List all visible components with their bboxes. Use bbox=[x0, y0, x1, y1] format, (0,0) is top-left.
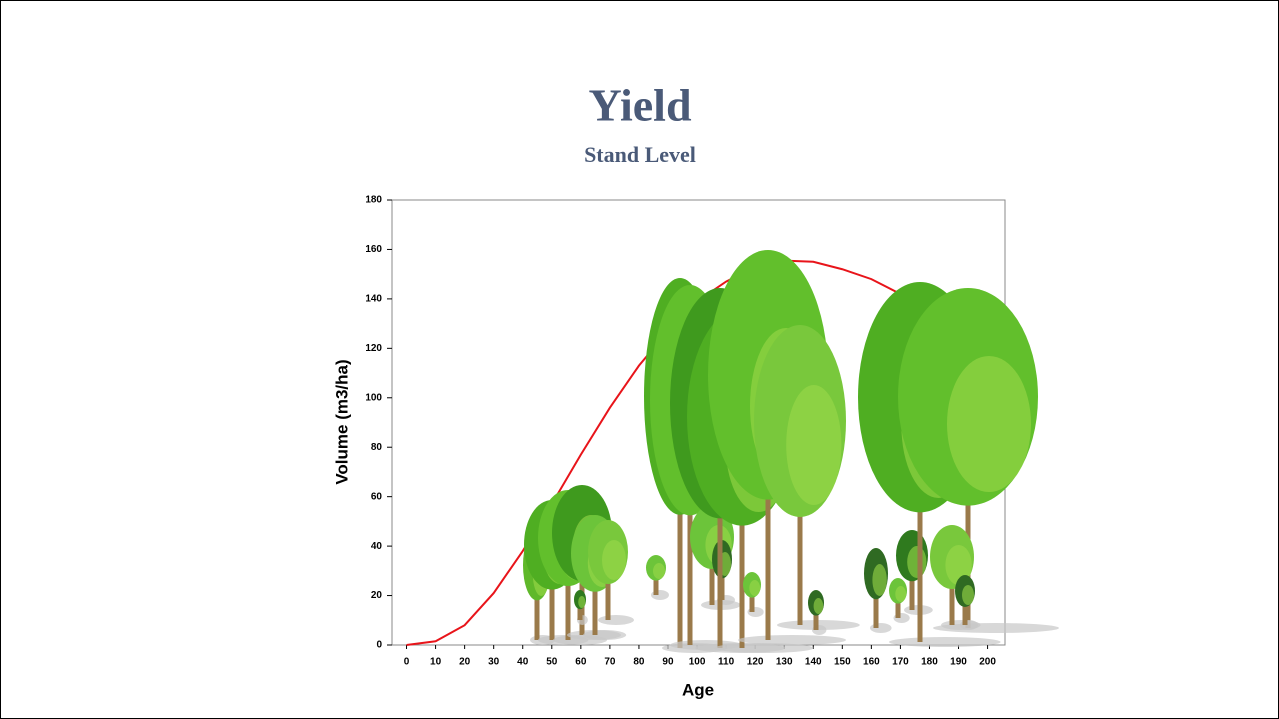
tree-shadow bbox=[738, 635, 846, 645]
tree-crown-highlight bbox=[814, 598, 824, 614]
x-tick-label: 180 bbox=[921, 657, 938, 668]
x-tick-label: 100 bbox=[689, 657, 706, 668]
x-tick-label: 10 bbox=[430, 657, 442, 668]
x-tick-label: 130 bbox=[776, 657, 793, 668]
tree-shadow bbox=[870, 623, 892, 633]
y-tick-label: 20 bbox=[371, 590, 383, 601]
tree-crown-highlight bbox=[602, 540, 626, 580]
tree-shadow bbox=[583, 630, 626, 640]
slide: Yield Stand Level Age Volume (m3/ha) 0 20… bbox=[0, 0, 1279, 719]
y-tick-label: 120 bbox=[365, 343, 382, 354]
x-tick-label: 90 bbox=[662, 657, 674, 668]
chart-subtitle: Stand Level bbox=[584, 142, 696, 167]
chart-title: Yield bbox=[588, 80, 691, 131]
tree-crown-highlight bbox=[578, 596, 585, 608]
tree-shadow bbox=[598, 615, 634, 625]
x-tick-label: 0 bbox=[404, 657, 410, 668]
x-tick-label: 40 bbox=[517, 657, 529, 668]
tree-crown-highlight bbox=[962, 585, 974, 605]
tree-crown-highlight bbox=[786, 385, 841, 505]
y-tick-label: 40 bbox=[371, 541, 383, 552]
y-tick-label: 0 bbox=[376, 640, 382, 651]
tree-shadow bbox=[889, 637, 1001, 647]
x-tick-label: 20 bbox=[459, 657, 471, 668]
x-tick-label: 30 bbox=[488, 657, 500, 668]
x-tick-label: 120 bbox=[747, 657, 764, 668]
y-tick-label: 180 bbox=[365, 195, 382, 206]
x-tick-label: 70 bbox=[604, 657, 616, 668]
y-axis-label: Volume (m3/ha) bbox=[332, 359, 351, 484]
x-tick-label: 50 bbox=[546, 657, 558, 668]
x-tick-label: 140 bbox=[805, 657, 822, 668]
y-tick-label: 80 bbox=[371, 442, 383, 453]
tree-crown-highlight bbox=[907, 546, 926, 578]
tree-crown-highlight bbox=[872, 564, 886, 596]
y-tick-label: 60 bbox=[371, 491, 383, 502]
x-tick-label: 190 bbox=[950, 657, 967, 668]
tree-crown-highlight bbox=[749, 580, 760, 596]
tree-crown-highlight bbox=[895, 586, 906, 602]
y-tick-label: 160 bbox=[365, 244, 382, 255]
x-tick-label: 150 bbox=[834, 657, 851, 668]
x-tick-label: 170 bbox=[892, 657, 909, 668]
x-axis-label: Age bbox=[682, 680, 714, 699]
x-tick-label: 110 bbox=[718, 657, 735, 668]
y-tick-label: 100 bbox=[365, 392, 382, 403]
tree-crown-highlight bbox=[653, 563, 665, 579]
x-tick-label: 200 bbox=[979, 657, 996, 668]
x-tick-label: 160 bbox=[863, 657, 880, 668]
x-tick-label: 80 bbox=[633, 657, 645, 668]
tree-crown-highlight bbox=[947, 356, 1031, 492]
y-tick-label: 140 bbox=[365, 294, 382, 305]
x-tick-label: 60 bbox=[575, 657, 587, 668]
